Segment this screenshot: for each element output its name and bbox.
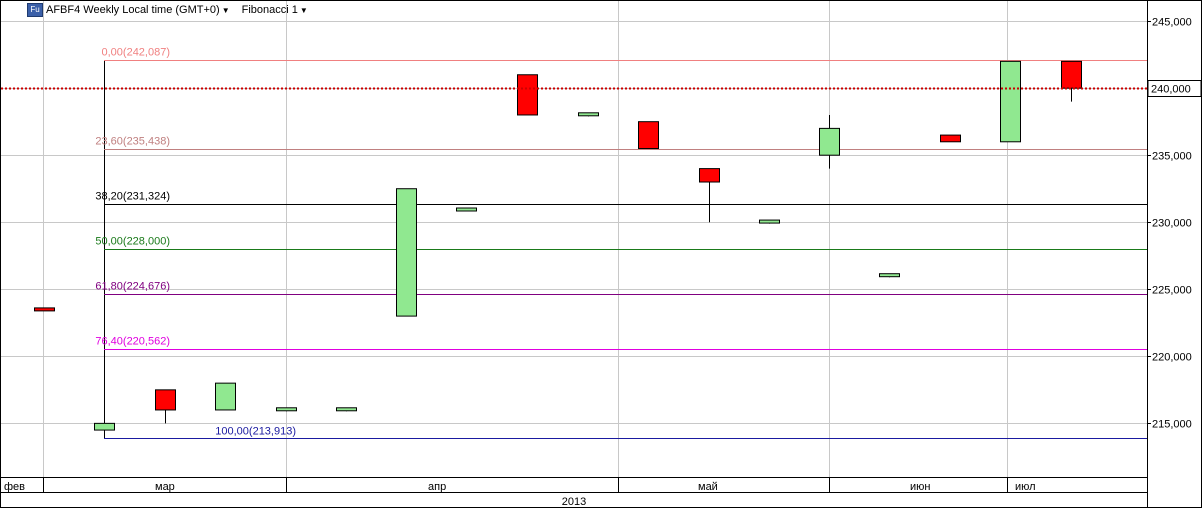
chart-toolbar: Fu AFBF4 Weekly Local time (GMT+0) ▼ Fib… [27, 3, 320, 17]
month-label: мар [155, 481, 175, 493]
month-label: фев [4, 481, 25, 493]
year-label: 2013 [562, 496, 586, 508]
candle-up[interactable] [336, 407, 357, 412]
chevron-down-icon: ▼ [299, 5, 308, 15]
month-label: май [698, 481, 718, 493]
candle-down[interactable] [940, 134, 961, 143]
indicator-dropdown[interactable]: Fibonacci 1 ▼ [242, 4, 308, 16]
candle-up[interactable] [819, 127, 840, 156]
symbol-icon[interactable]: Fu [27, 3, 43, 17]
candle-down[interactable] [699, 168, 720, 183]
candle-down[interactable] [34, 307, 55, 312]
chevron-down-icon: ▼ [221, 5, 230, 15]
fibonacci-level-label: 61,80(224,676) [95, 281, 170, 293]
fibonacci-level-label: 50,00(228,000) [95, 236, 170, 248]
y-tick-label: 215,000 [1152, 419, 1192, 431]
fibonacci-level-label: 38,20(231,324) [95, 191, 170, 203]
y-tick-label: 245,000 [1152, 17, 1192, 29]
candle-up[interactable] [759, 219, 780, 224]
candle-up[interactable] [215, 382, 236, 411]
candle-up[interactable] [94, 422, 115, 431]
y-tick-label: 230,000 [1152, 218, 1192, 230]
y-tick-label: 220,000 [1152, 352, 1192, 364]
fibonacci-level-label: 100,00(213,913) [215, 426, 296, 438]
candle-down[interactable] [638, 121, 659, 149]
month-label: июн [910, 481, 930, 493]
month-label: апр [428, 481, 446, 493]
candle-up[interactable] [879, 273, 900, 278]
fibonacci-level-label: 23,60(235,438) [95, 136, 170, 148]
symbol-dropdown[interactable]: AFBF4 Weekly Local time (GMT+0) ▼ [46, 4, 230, 16]
month-label: июл [1015, 481, 1036, 493]
current-price-box [1147, 80, 1202, 97]
indicator-label: Fibonacci 1 [241, 4, 298, 16]
y-tick-label: 225,000 [1152, 285, 1192, 297]
fibonacci-level-label: 76,40(220,562) [95, 336, 170, 348]
candle-up[interactable] [578, 112, 599, 117]
candle-down[interactable] [155, 389, 176, 411]
candle-up[interactable] [456, 207, 477, 212]
y-tick-label: 235,000 [1152, 151, 1192, 163]
candle-up[interactable] [396, 188, 417, 317]
candle-down[interactable] [1061, 60, 1082, 89]
candle-up[interactable] [1000, 60, 1021, 143]
chart-title: AFBF4 Weekly Local time (GMT+0) [46, 4, 220, 16]
candle-up[interactable] [276, 407, 297, 412]
current-price-label: 240,000 [1151, 84, 1191, 96]
candle-down[interactable] [517, 74, 538, 116]
fibonacci-level-label: 0,00(242,087) [102, 47, 171, 59]
